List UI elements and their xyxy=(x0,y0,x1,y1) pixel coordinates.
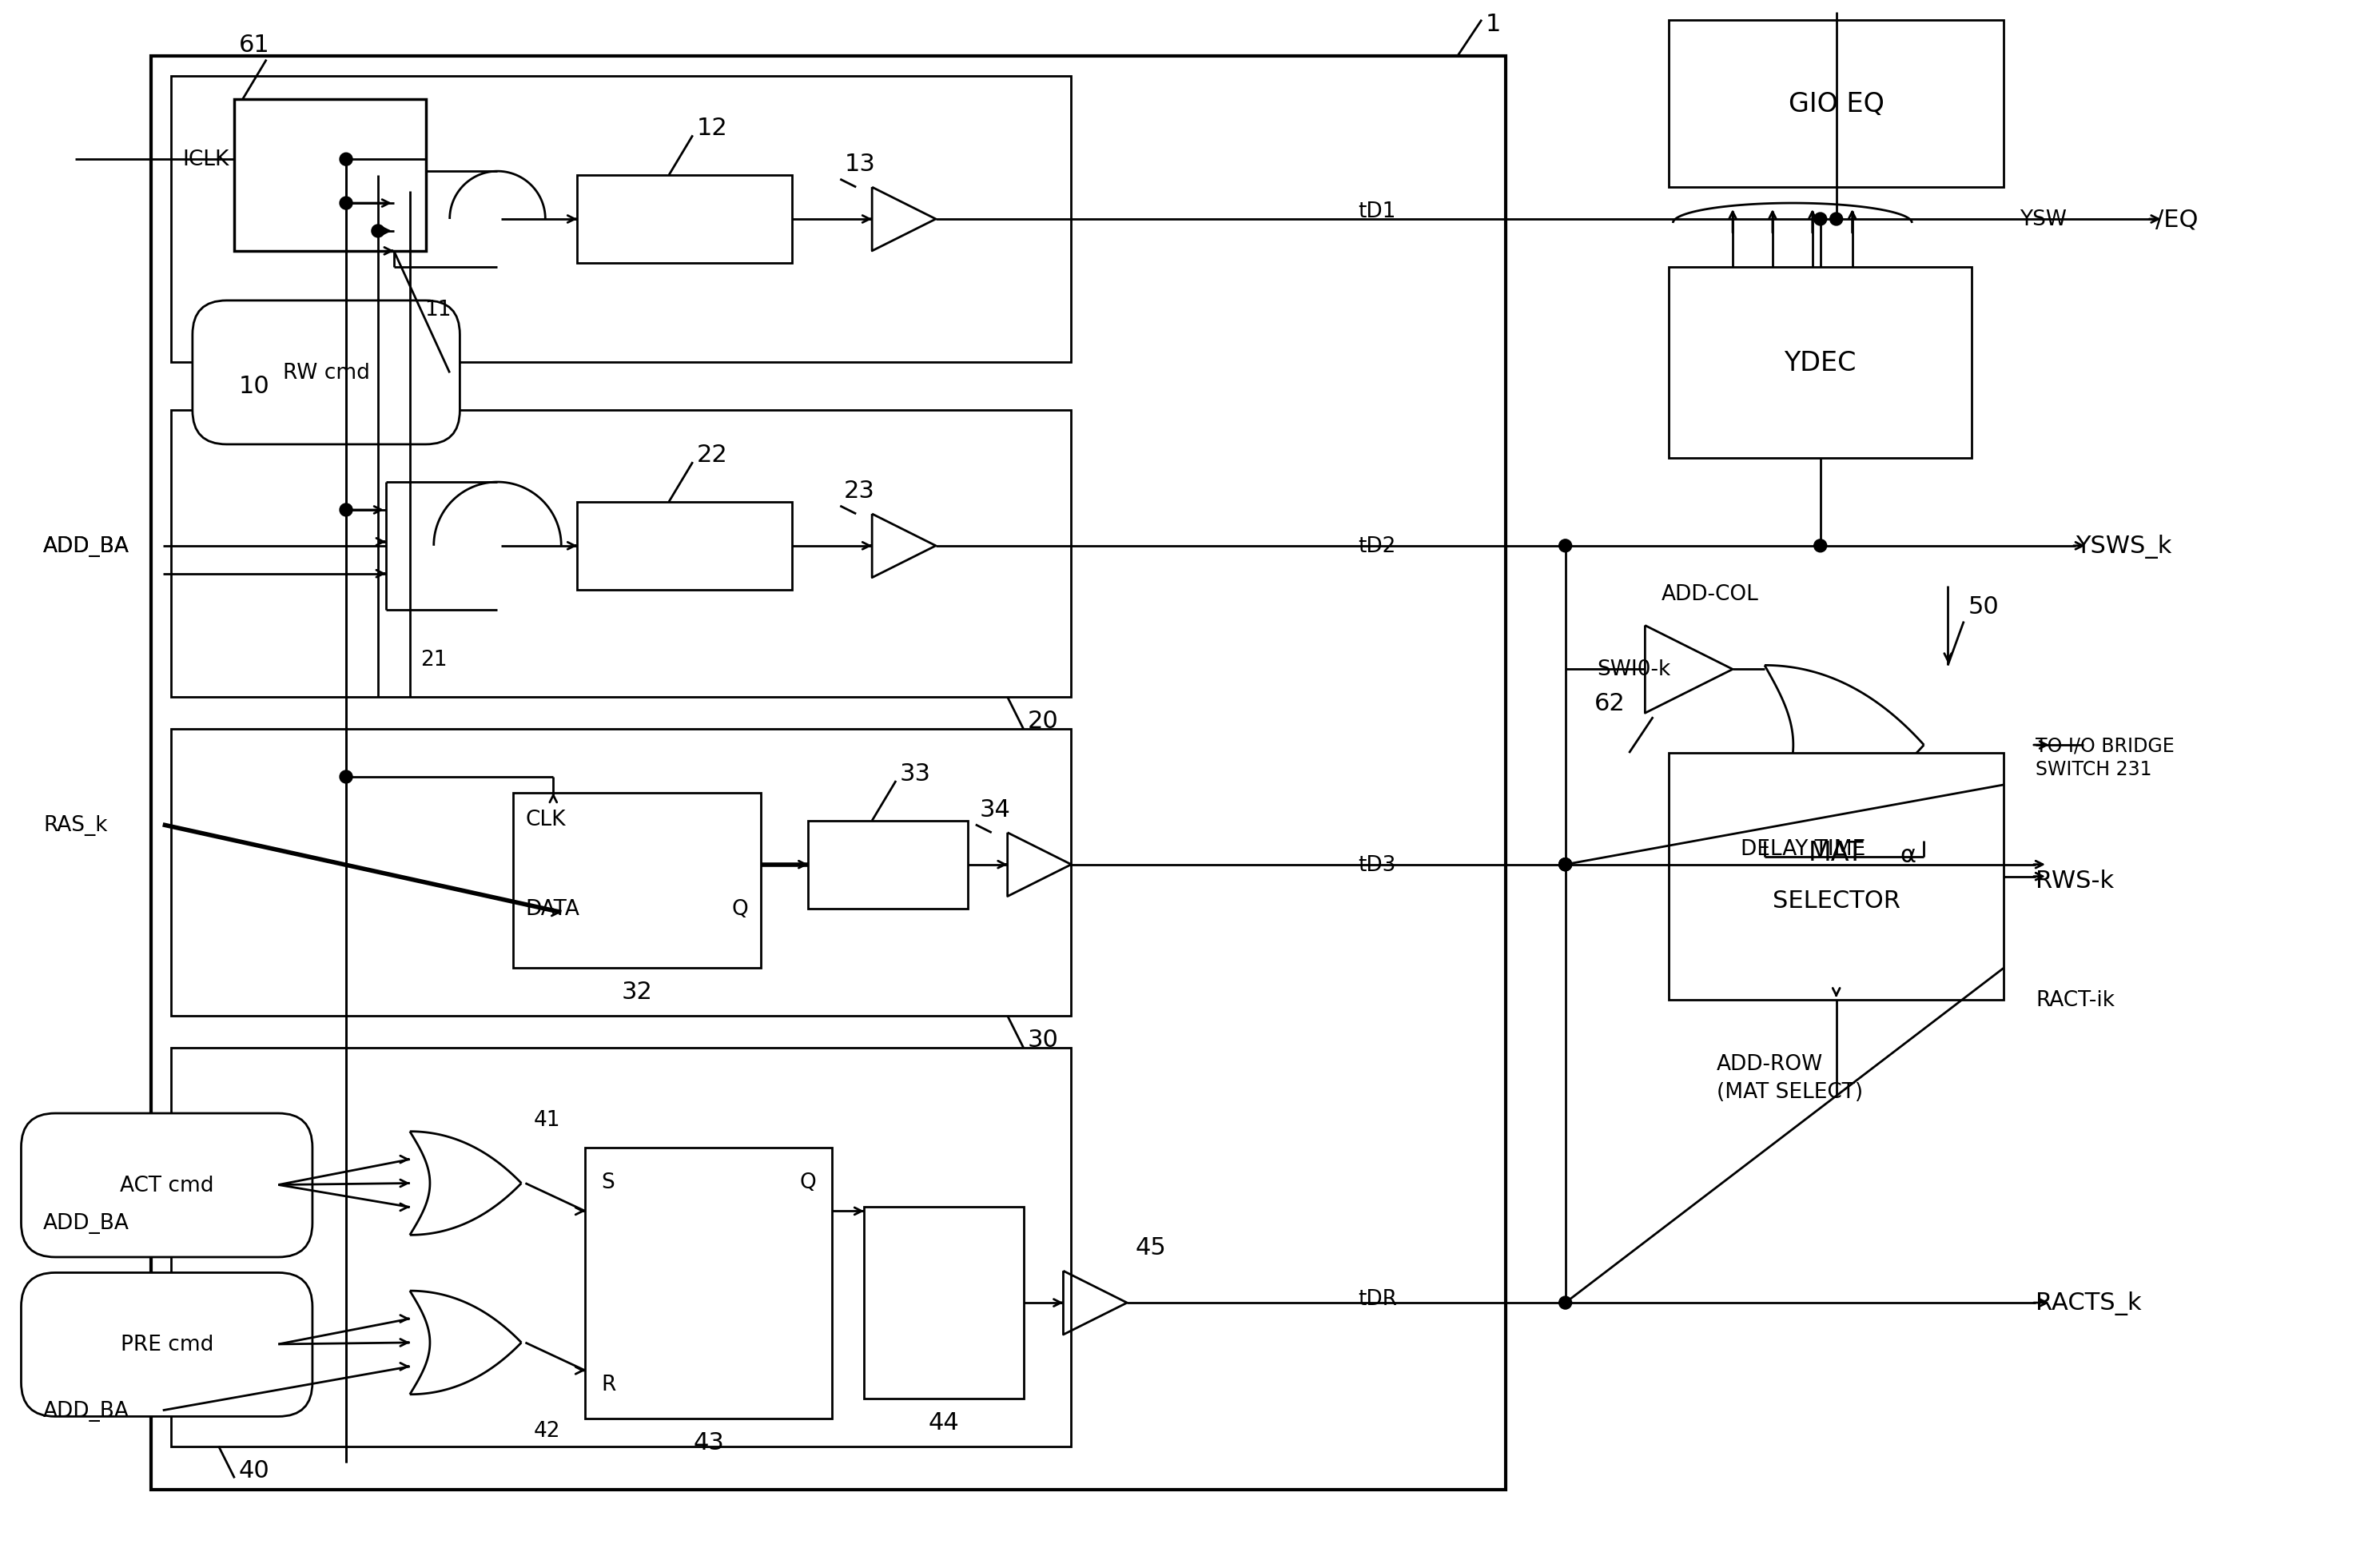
Text: 23: 23 xyxy=(845,479,876,502)
Text: 30: 30 xyxy=(1028,1028,1059,1051)
Circle shape xyxy=(1559,540,1571,553)
Text: 45: 45 xyxy=(1135,1235,1166,1258)
Text: 12: 12 xyxy=(697,117,728,141)
Bar xyxy=(578,176,793,264)
Text: 42: 42 xyxy=(533,1420,559,1441)
Bar xyxy=(150,57,1507,1490)
Text: tDR: tDR xyxy=(1359,1289,1397,1309)
Text: 34: 34 xyxy=(981,798,1011,821)
Text: 61: 61 xyxy=(238,34,269,57)
Text: YDEC: YDEC xyxy=(1785,350,1856,377)
Bar xyxy=(236,100,426,252)
Text: ADD_BA: ADD_BA xyxy=(43,1400,129,1420)
Text: ADD_BA: ADD_BA xyxy=(43,536,129,556)
Text: SWITCH 231: SWITCH 231 xyxy=(2035,760,2152,778)
Text: DELAY TIME: DELAY TIME xyxy=(1740,838,1866,860)
Text: (MAT SELECT): (MAT SELECT) xyxy=(1716,1081,1864,1102)
Text: 44: 44 xyxy=(928,1410,959,1433)
Text: 13: 13 xyxy=(845,153,876,176)
Text: ADD_BA: ADD_BA xyxy=(43,536,129,556)
Text: 62: 62 xyxy=(1595,692,1626,715)
Text: DATA: DATA xyxy=(526,899,581,919)
Text: 40: 40 xyxy=(238,1458,269,1481)
Text: GIO EQ: GIO EQ xyxy=(1787,91,1885,117)
Text: tD3: tD3 xyxy=(1359,854,1397,875)
Text: R: R xyxy=(602,1374,616,1394)
Text: 22: 22 xyxy=(697,443,728,466)
FancyBboxPatch shape xyxy=(21,1272,312,1416)
Text: 11: 11 xyxy=(424,300,452,320)
Text: ADD-ROW: ADD-ROW xyxy=(1716,1053,1823,1075)
Text: 50: 50 xyxy=(1968,594,1999,618)
Text: tD1: tD1 xyxy=(1359,201,1397,222)
Text: ADD_BA: ADD_BA xyxy=(43,1214,129,1234)
Text: RWS-k: RWS-k xyxy=(2035,869,2113,892)
Circle shape xyxy=(1559,1297,1571,1309)
Bar xyxy=(864,1207,1023,1399)
Circle shape xyxy=(371,225,383,238)
Circle shape xyxy=(340,503,352,517)
Text: ICLK: ICLK xyxy=(183,150,228,170)
Text: RW cmd: RW cmd xyxy=(283,363,369,383)
Text: 10: 10 xyxy=(238,375,269,398)
Text: tD2: tD2 xyxy=(1359,536,1397,556)
Text: TO I/O BRIDGE: TO I/O BRIDGE xyxy=(2035,736,2175,755)
Bar xyxy=(1668,267,1971,459)
Text: 33: 33 xyxy=(900,763,931,786)
Circle shape xyxy=(340,153,352,167)
Circle shape xyxy=(1814,540,1828,553)
Bar xyxy=(171,729,1071,1016)
Text: RAS_k: RAS_k xyxy=(43,815,107,835)
Text: YSW: YSW xyxy=(2021,210,2066,230)
Bar xyxy=(514,794,762,968)
Text: Q: Q xyxy=(733,899,750,919)
Bar xyxy=(171,76,1071,363)
Text: CLK: CLK xyxy=(526,809,566,829)
Text: ACT cmd: ACT cmd xyxy=(119,1175,214,1195)
Bar xyxy=(585,1147,833,1419)
Circle shape xyxy=(1559,858,1571,871)
Text: /EQ: /EQ xyxy=(2154,208,2197,232)
Bar xyxy=(171,1048,1071,1447)
Circle shape xyxy=(1559,858,1571,871)
Text: ADD-COL: ADD-COL xyxy=(1661,584,1759,604)
Bar xyxy=(1668,753,2004,1001)
Circle shape xyxy=(340,770,352,783)
Circle shape xyxy=(1830,213,1842,225)
FancyBboxPatch shape xyxy=(21,1113,312,1257)
Text: 32: 32 xyxy=(621,980,652,1004)
Circle shape xyxy=(1559,858,1571,871)
Text: Q: Q xyxy=(800,1172,816,1192)
Text: 43: 43 xyxy=(693,1430,724,1453)
Text: MAT: MAT xyxy=(1809,840,1864,866)
Text: 20: 20 xyxy=(1028,710,1059,733)
Text: 21: 21 xyxy=(421,650,447,670)
FancyBboxPatch shape xyxy=(193,301,459,445)
Text: RACT-ik: RACT-ik xyxy=(2035,990,2113,1011)
Bar xyxy=(578,502,793,590)
Text: YSWS_k: YSWS_k xyxy=(2075,534,2171,559)
Circle shape xyxy=(1814,213,1828,225)
Text: α: α xyxy=(1899,843,1916,866)
Text: 41: 41 xyxy=(533,1109,559,1130)
Bar xyxy=(1668,20,2004,188)
Bar xyxy=(171,411,1071,698)
Circle shape xyxy=(340,198,352,210)
Text: 1: 1 xyxy=(1485,12,1502,36)
Text: SELECTOR: SELECTOR xyxy=(1773,889,1899,913)
Text: S: S xyxy=(602,1172,614,1192)
Text: PRE cmd: PRE cmd xyxy=(121,1334,214,1356)
Text: SWI0-k: SWI0-k xyxy=(1597,659,1671,679)
Text: RACTS_k: RACTS_k xyxy=(2035,1291,2142,1315)
Bar xyxy=(809,821,969,908)
